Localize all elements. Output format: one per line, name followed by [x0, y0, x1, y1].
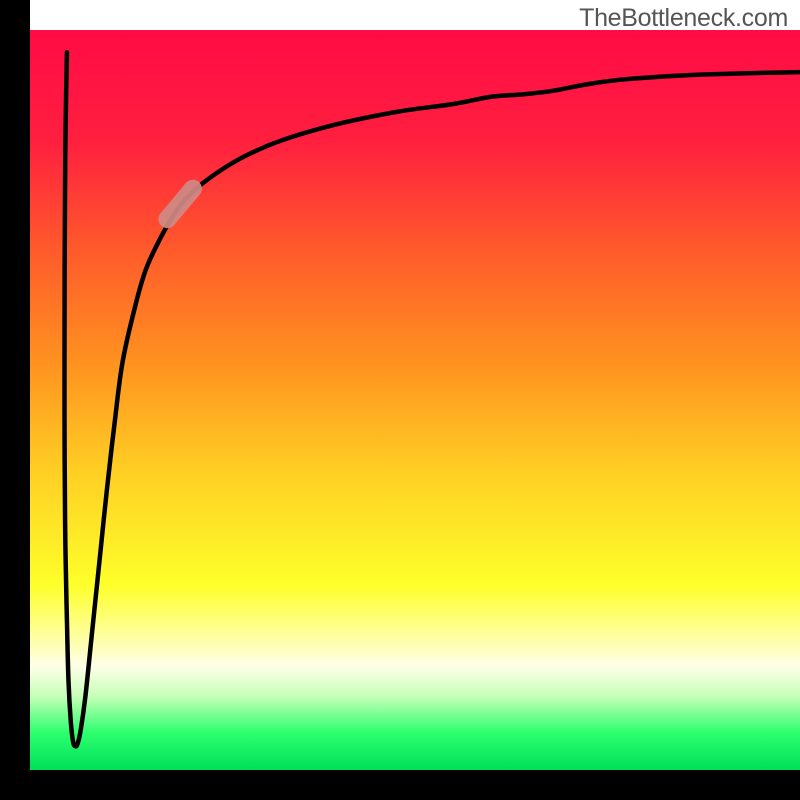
bottleneck-curve [64, 52, 800, 746]
highlight-marker [155, 176, 206, 232]
curve-layer [0, 0, 800, 800]
bottleneck-chart: TheBottleneck.com [0, 0, 800, 800]
watermark-text: TheBottleneck.com [579, 4, 788, 33]
